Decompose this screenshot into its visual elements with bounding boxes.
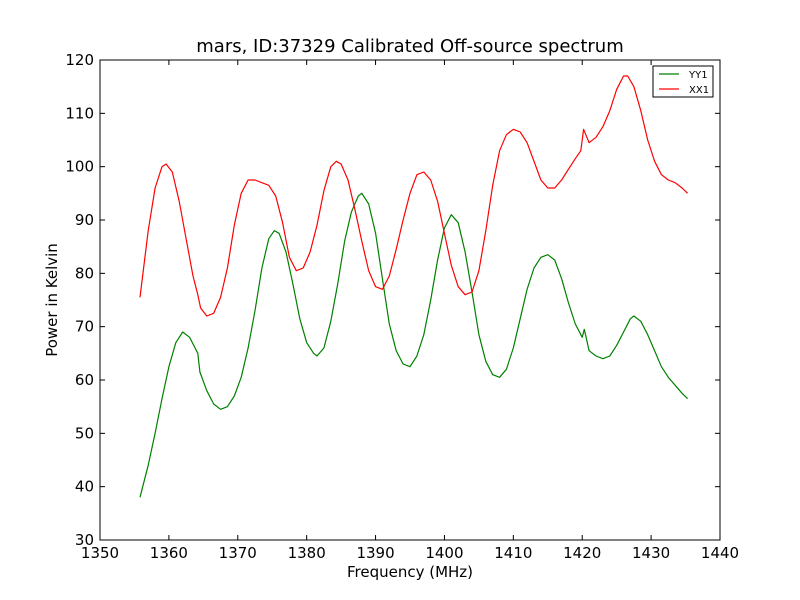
legend-label-yy1: YY1	[688, 70, 708, 81]
x-tick-label: 1430	[632, 544, 670, 562]
y-tick-label: 120	[65, 51, 94, 69]
y-tick-label: 50	[75, 424, 94, 442]
y-tick-label: 70	[75, 318, 94, 336]
legend-box	[652, 65, 714, 98]
x-tick-label: 1370	[219, 544, 257, 562]
x-tick-label: 1350	[81, 544, 119, 562]
x-tick-label: 1360	[150, 544, 188, 562]
y-axis-label: Power in Kelvin	[43, 243, 61, 357]
series-line-yy1	[139, 192, 689, 498]
series-layer	[139, 75, 689, 498]
y-tick-label: 30	[75, 531, 94, 549]
y-tick-label: 80	[75, 264, 94, 282]
chart-title: mars, ID:37329 Calibrated Off-source spe…	[196, 36, 623, 57]
x-tick-label: 1390	[356, 544, 394, 562]
plot-area-background	[100, 60, 720, 540]
x-tick-label: 1410	[494, 544, 532, 562]
x-tick-label: 1380	[288, 544, 326, 562]
y-tick-label: 100	[65, 158, 94, 176]
y-tick-label: 60	[75, 371, 94, 389]
y-tick-label: 110	[65, 104, 94, 122]
x-axis-label: Frequency (MHz)	[347, 563, 473, 581]
y-tick-label: 90	[75, 211, 94, 229]
plot-area	[100, 60, 720, 540]
plot-frame	[99, 59, 721, 541]
x-tick-label: 1440	[701, 544, 739, 562]
series-line-xx1	[139, 75, 689, 317]
x-tick-label: 1420	[563, 544, 601, 562]
x-tick-label: 1400	[425, 544, 463, 562]
y-tick-label: 40	[75, 478, 94, 496]
ticks-layer: 1350 1360 1370 1380 1390 1400 1410 1420 1430 1440…	[65, 51, 739, 562]
legend-label-xx1: XX1	[689, 85, 709, 96]
